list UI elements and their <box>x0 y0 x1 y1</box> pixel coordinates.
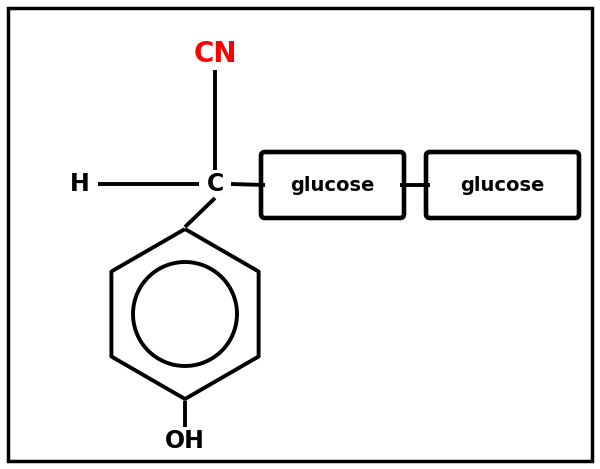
Text: glucose: glucose <box>290 175 374 195</box>
Text: glucose: glucose <box>460 175 545 195</box>
Text: OH: OH <box>165 429 205 453</box>
Text: CN: CN <box>193 40 237 68</box>
FancyBboxPatch shape <box>261 152 404 218</box>
Text: H: H <box>70 172 90 196</box>
Text: C: C <box>206 172 224 196</box>
FancyBboxPatch shape <box>426 152 579 218</box>
